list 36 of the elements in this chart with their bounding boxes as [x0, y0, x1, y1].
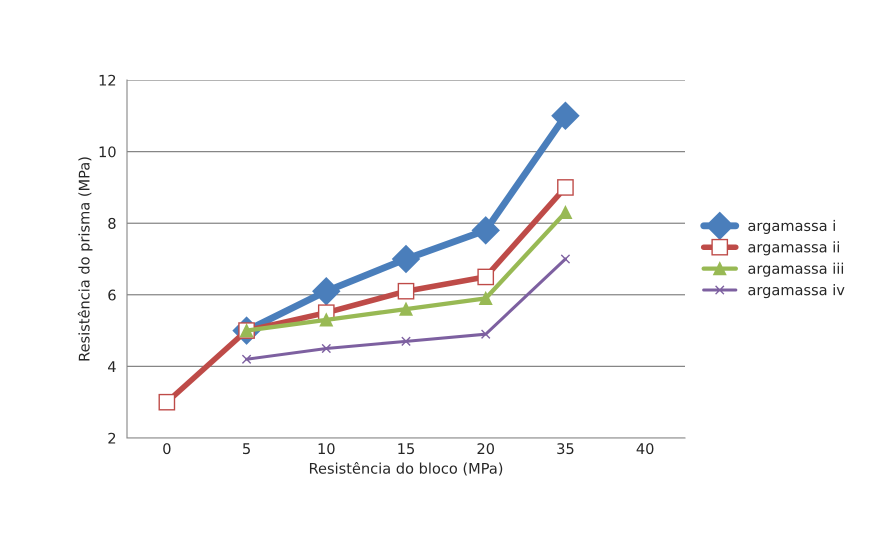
point — [551, 102, 580, 130]
y-tick-label: 10 — [100, 146, 116, 158]
point — [472, 216, 500, 244]
x-tick-label: 40 — [636, 443, 654, 454]
point — [560, 254, 570, 264]
x-tick-label: 20 — [478, 443, 494, 454]
point — [558, 206, 572, 220]
y-tick-label: 6 — [108, 290, 116, 301]
y-tick-label: 12 — [100, 74, 116, 86]
point — [158, 394, 176, 411]
x-tick-label: 15 — [398, 443, 414, 454]
point — [477, 268, 494, 286]
y-tick-label: 4 — [108, 361, 116, 372]
x-tick-label: 5 — [243, 443, 250, 454]
y-tick-label: 8 — [108, 218, 116, 229]
y-axis-title: Resistência do prisma (MPa) — [78, 157, 92, 360]
point — [242, 354, 252, 364]
x-axis-title: Resistência do bloco (MPa) — [310, 462, 502, 476]
point — [320, 313, 333, 326]
x-tick-label: 35 — [557, 443, 574, 454]
legend-label: argamassa iv — [748, 284, 844, 298]
legend-label: argamassa i — [748, 220, 835, 234]
legend-label: argamassa ii — [748, 241, 839, 256]
y-tick-label: 2 — [108, 432, 116, 444]
point — [392, 245, 420, 273]
point — [401, 336, 411, 346]
point — [321, 344, 332, 354]
point — [479, 292, 492, 305]
x-tick-label: 0 — [163, 443, 171, 454]
legend-label: argamassa iii — [748, 262, 844, 277]
point — [312, 277, 340, 306]
point — [398, 282, 414, 300]
x-tick-label: 10 — [318, 443, 335, 454]
point — [399, 302, 413, 316]
point — [557, 179, 574, 196]
point — [480, 329, 491, 340]
